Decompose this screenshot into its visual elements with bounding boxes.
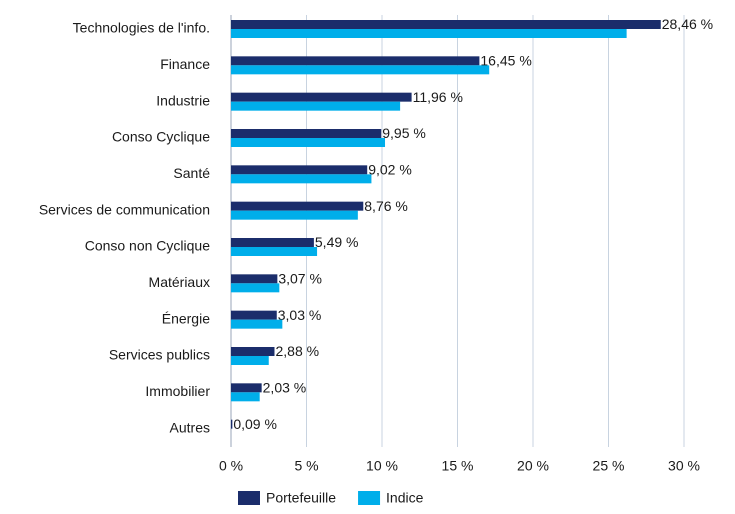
y-tick-label: Finance	[160, 56, 210, 72]
bar	[231, 419, 233, 429]
x-tick-label: 10 %	[366, 458, 398, 474]
y-tick-label: Matériaux	[149, 274, 210, 290]
data-label: 11,96 %	[413, 89, 463, 105]
y-tick-label: Autres	[170, 419, 210, 435]
bar	[231, 392, 260, 402]
x-tick-label: 0 %	[219, 458, 243, 474]
legend-swatch	[238, 491, 260, 505]
x-tick-label: 25 %	[593, 458, 625, 474]
bar	[231, 319, 283, 329]
y-tick-label: Immobilier	[145, 383, 210, 399]
data-label: 28,46 %	[662, 16, 713, 32]
y-tick-label: Technologies de l'info.	[73, 20, 210, 36]
bar	[231, 101, 401, 111]
y-tick-label: Conso non Cyclique	[85, 238, 211, 254]
bar	[231, 129, 382, 138]
data-label: 5,49 %	[315, 234, 359, 250]
legend-swatch	[358, 491, 381, 505]
y-tick-label: Services de communication	[39, 201, 210, 217]
bar	[231, 20, 661, 29]
data-label: 9,02 %	[368, 161, 412, 177]
legend-label: Portefeuille	[266, 490, 336, 506]
bar	[231, 56, 480, 66]
data-label: 8,76 %	[364, 198, 408, 214]
legend-label: Indice	[386, 490, 424, 506]
data-label: 0,09 %	[233, 416, 277, 432]
x-tick-label: 30 %	[668, 458, 700, 474]
bar	[231, 174, 372, 184]
y-tick-label: Santé	[173, 165, 210, 181]
bar	[231, 165, 368, 175]
data-label: 3,03 %	[278, 307, 322, 323]
bar	[231, 238, 314, 247]
bar	[231, 356, 269, 365]
bar	[231, 65, 490, 75]
y-tick-label: Industrie	[156, 92, 210, 108]
bar	[231, 247, 318, 256]
data-label: 9,95 %	[382, 125, 426, 141]
data-label: 2,88 %	[275, 343, 319, 359]
bar	[231, 201, 364, 211]
bar	[231, 210, 358, 220]
y-tick-label: Énergie	[162, 310, 210, 326]
data-label: 2,03 %	[263, 379, 307, 395]
y-tick-label: Conso Cyclique	[112, 129, 210, 145]
bar	[231, 347, 275, 356]
bar	[231, 138, 386, 147]
x-tick-label: 5 %	[294, 458, 318, 474]
bar	[231, 274, 278, 284]
bar	[231, 310, 277, 320]
bar	[231, 29, 627, 38]
data-label: 3,07 %	[278, 270, 322, 286]
bar	[231, 92, 412, 102]
bar	[231, 283, 280, 293]
bar	[231, 383, 262, 393]
y-tick-label: Services publics	[109, 347, 210, 363]
data-label: 16,45 %	[480, 52, 531, 68]
x-tick-label: 20 %	[517, 458, 549, 474]
x-tick-label: 15 %	[442, 458, 474, 474]
